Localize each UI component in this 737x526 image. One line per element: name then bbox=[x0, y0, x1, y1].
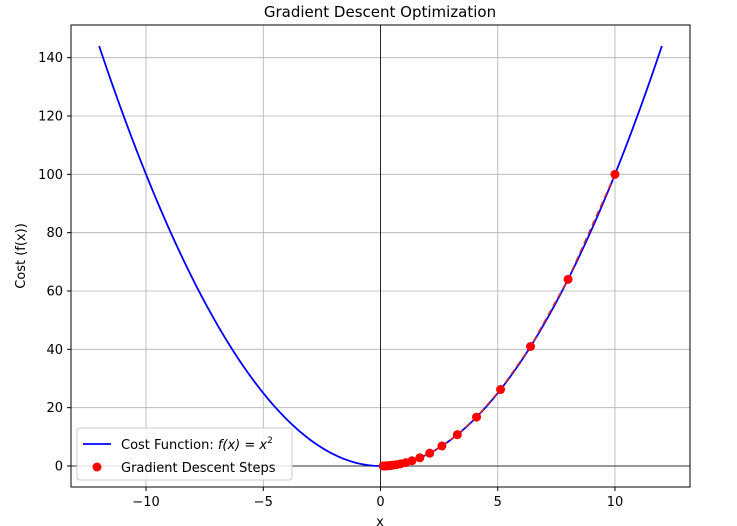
x-axis-title: x bbox=[376, 515, 384, 526]
legend-curve-math: f(x) = x bbox=[218, 438, 268, 453]
chart-title: Gradient Descent Optimization bbox=[264, 3, 496, 21]
descent-step-point bbox=[452, 430, 462, 440]
legend-steps-label: Gradient Descent Steps bbox=[121, 461, 276, 476]
y-tick-label: 40 bbox=[46, 343, 63, 358]
descent-step-point bbox=[563, 274, 573, 284]
descent-step-point bbox=[425, 448, 435, 458]
x-tick-label: −10 bbox=[132, 495, 159, 510]
descent-step-point bbox=[472, 412, 482, 422]
x-tick-label: 10 bbox=[607, 495, 624, 510]
y-tick-label: 100 bbox=[38, 168, 63, 183]
y-tick-label: 140 bbox=[38, 51, 63, 66]
descent-step-point bbox=[378, 461, 388, 471]
y-tick-label: 0 bbox=[55, 460, 63, 475]
legend-steps-swatch bbox=[92, 462, 102, 472]
legend-curve-label: Cost Function: f(x) = x2 bbox=[121, 436, 273, 453]
x-axis-ticks: −10 −5 0 5 10 bbox=[132, 487, 623, 510]
y-axis-title: Cost (f(x)) bbox=[14, 223, 29, 289]
descent-step-point bbox=[610, 169, 620, 179]
legend-box bbox=[76, 427, 293, 481]
descent-step-point bbox=[437, 441, 447, 451]
legend-curve-sup: 2 bbox=[267, 436, 273, 446]
y-tick-label: 20 bbox=[46, 401, 63, 416]
descent-step-point bbox=[496, 385, 506, 395]
y-axis-ticks: 0 20 40 60 80 100 120 140 bbox=[38, 51, 71, 475]
x-tick-label: 5 bbox=[494, 495, 502, 510]
plot-area bbox=[98, 45, 663, 471]
y-tick-label: 120 bbox=[38, 110, 63, 125]
x-tick-label: −5 bbox=[254, 495, 273, 510]
descent-step-point bbox=[526, 342, 536, 352]
legend-curve-name: Cost Function: bbox=[121, 438, 218, 453]
legend: Cost Function: f(x) = x2 Gradient Descen… bbox=[76, 427, 293, 481]
descent-step-point bbox=[415, 453, 425, 463]
y-tick-label: 60 bbox=[46, 285, 63, 300]
x-tick-label: 0 bbox=[376, 495, 384, 510]
y-tick-label: 80 bbox=[46, 226, 63, 241]
